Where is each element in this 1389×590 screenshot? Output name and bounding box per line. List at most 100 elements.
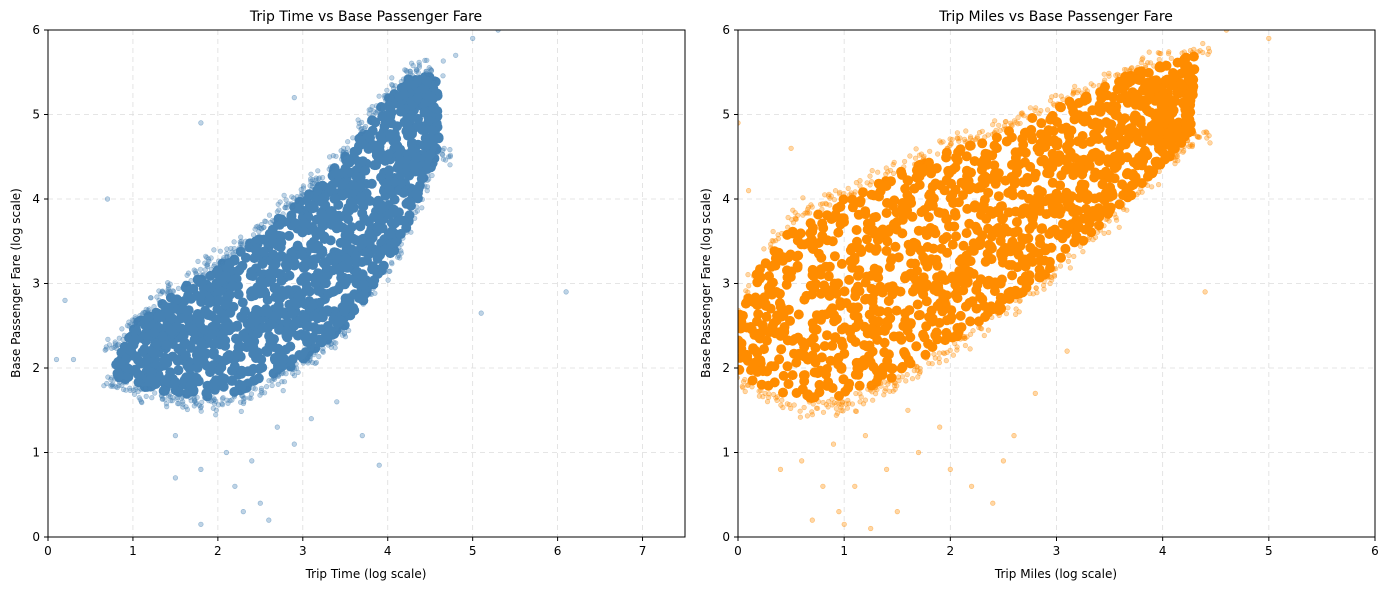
scatter-point: [1010, 285, 1021, 296]
scatter-point: [398, 250, 404, 256]
scatter-point: [982, 248, 993, 259]
y-tick-label: 3: [32, 277, 40, 291]
scatter-point: [1067, 265, 1073, 271]
scatter-point: [731, 385, 736, 390]
scatter-point: [1101, 117, 1112, 128]
scatter-point: [807, 350, 818, 361]
scatter-point: [399, 90, 410, 100]
outlier-point: [947, 466, 953, 473]
scatter-point: [1044, 256, 1055, 267]
scatter-point: [351, 278, 362, 289]
scatter-point: [784, 401, 790, 407]
scatter-point: [738, 364, 745, 375]
scatter-point: [413, 68, 419, 74]
scatter-point: [881, 208, 892, 218]
scatter-point: [345, 197, 356, 208]
scatter-point: [774, 298, 785, 308]
scatter-point: [261, 345, 271, 356]
scatter-point: [731, 384, 736, 389]
scatter-point: [214, 295, 225, 306]
scatter-point: [356, 131, 367, 142]
outlier-point: [198, 120, 204, 126]
scatter-point: [239, 238, 245, 244]
scatter-point: [1077, 243, 1084, 249]
scatter-point: [882, 316, 892, 327]
scatter-point: [907, 211, 918, 222]
outlier-point: [1000, 458, 1007, 464]
y-tick-label: 3: [722, 277, 730, 291]
scatter-point: [1061, 141, 1072, 152]
scatter-point: [881, 245, 892, 256]
scatter-point: [1043, 125, 1054, 136]
scatter-point: [871, 190, 882, 201]
scatter-point: [366, 111, 372, 117]
scatter-point: [300, 360, 306, 366]
scatter-point: [426, 65, 432, 71]
scatter-point: [1064, 220, 1075, 231]
scatter-point: [995, 201, 1006, 212]
scatter-point: [908, 286, 918, 297]
scatter-point: [1006, 185, 1017, 196]
scatter-point: [315, 226, 326, 237]
scatter-point: [886, 378, 892, 384]
scatter-point: [1073, 221, 1084, 232]
scatter-point: [217, 248, 223, 254]
x-tick-label: 2: [214, 544, 222, 558]
scatter-point: [1207, 140, 1213, 146]
scatter-point: [744, 382, 751, 388]
scatter-point: [1172, 123, 1183, 134]
scatter-point: [294, 197, 300, 203]
y-tick-label: 0: [722, 530, 730, 544]
scatter-point: [240, 393, 246, 399]
scatter-point: [326, 166, 332, 172]
scatter-point: [1165, 94, 1176, 105]
scatter-point: [955, 136, 961, 142]
scatter-point: [276, 237, 287, 248]
scatter-point: [849, 192, 855, 198]
scatter-point: [263, 277, 273, 287]
scatter-point: [313, 268, 323, 279]
scatter-point: [1106, 70, 1112, 76]
scatter-point: [220, 320, 231, 331]
scatter-point: [809, 409, 815, 415]
scatter-point: [792, 262, 803, 273]
scatter-point: [283, 287, 294, 297]
scatter-point: [785, 224, 791, 230]
x-tick-label: 1: [840, 544, 848, 558]
scatter-point: [961, 136, 968, 142]
scatter-point: [331, 169, 342, 179]
scatter-point: [233, 289, 244, 300]
scatter-point: [1051, 188, 1062, 199]
scatter-point: [791, 388, 802, 398]
scatter-point: [902, 325, 913, 336]
scatter-point: [1009, 175, 1020, 186]
scatter-point: [827, 340, 838, 351]
scatter-point: [873, 372, 884, 383]
scatter-point: [867, 346, 878, 357]
scatter-point: [860, 187, 866, 193]
scatter-point: [949, 221, 960, 232]
scatter-point: [427, 125, 438, 136]
scatter-point: [1009, 122, 1015, 129]
scatter-point: [280, 388, 286, 394]
scatter-point: [814, 379, 825, 390]
scatter-point: [1066, 252, 1072, 259]
scatter-point: [1134, 192, 1140, 198]
scatter-point: [315, 168, 321, 174]
scatter-point: [1047, 98, 1054, 104]
scatter-point: [1101, 223, 1107, 229]
scatter-point: [133, 384, 139, 390]
scatter-point: [185, 280, 191, 287]
scatter-point: [286, 366, 292, 372]
scatter-point: [161, 340, 172, 350]
scatter-point: [989, 314, 995, 321]
scatter-point: [411, 152, 422, 163]
scatter-point: [394, 155, 405, 166]
scatter-point: [1098, 221, 1104, 227]
x-tick-label: 0: [734, 544, 742, 558]
y-axis-label: Base Passenger Fare (log scale): [699, 188, 713, 378]
scatter-point: [413, 113, 423, 124]
scatter-point: [797, 337, 808, 348]
scatter-point: [936, 360, 943, 366]
scatter-point: [722, 377, 727, 382]
